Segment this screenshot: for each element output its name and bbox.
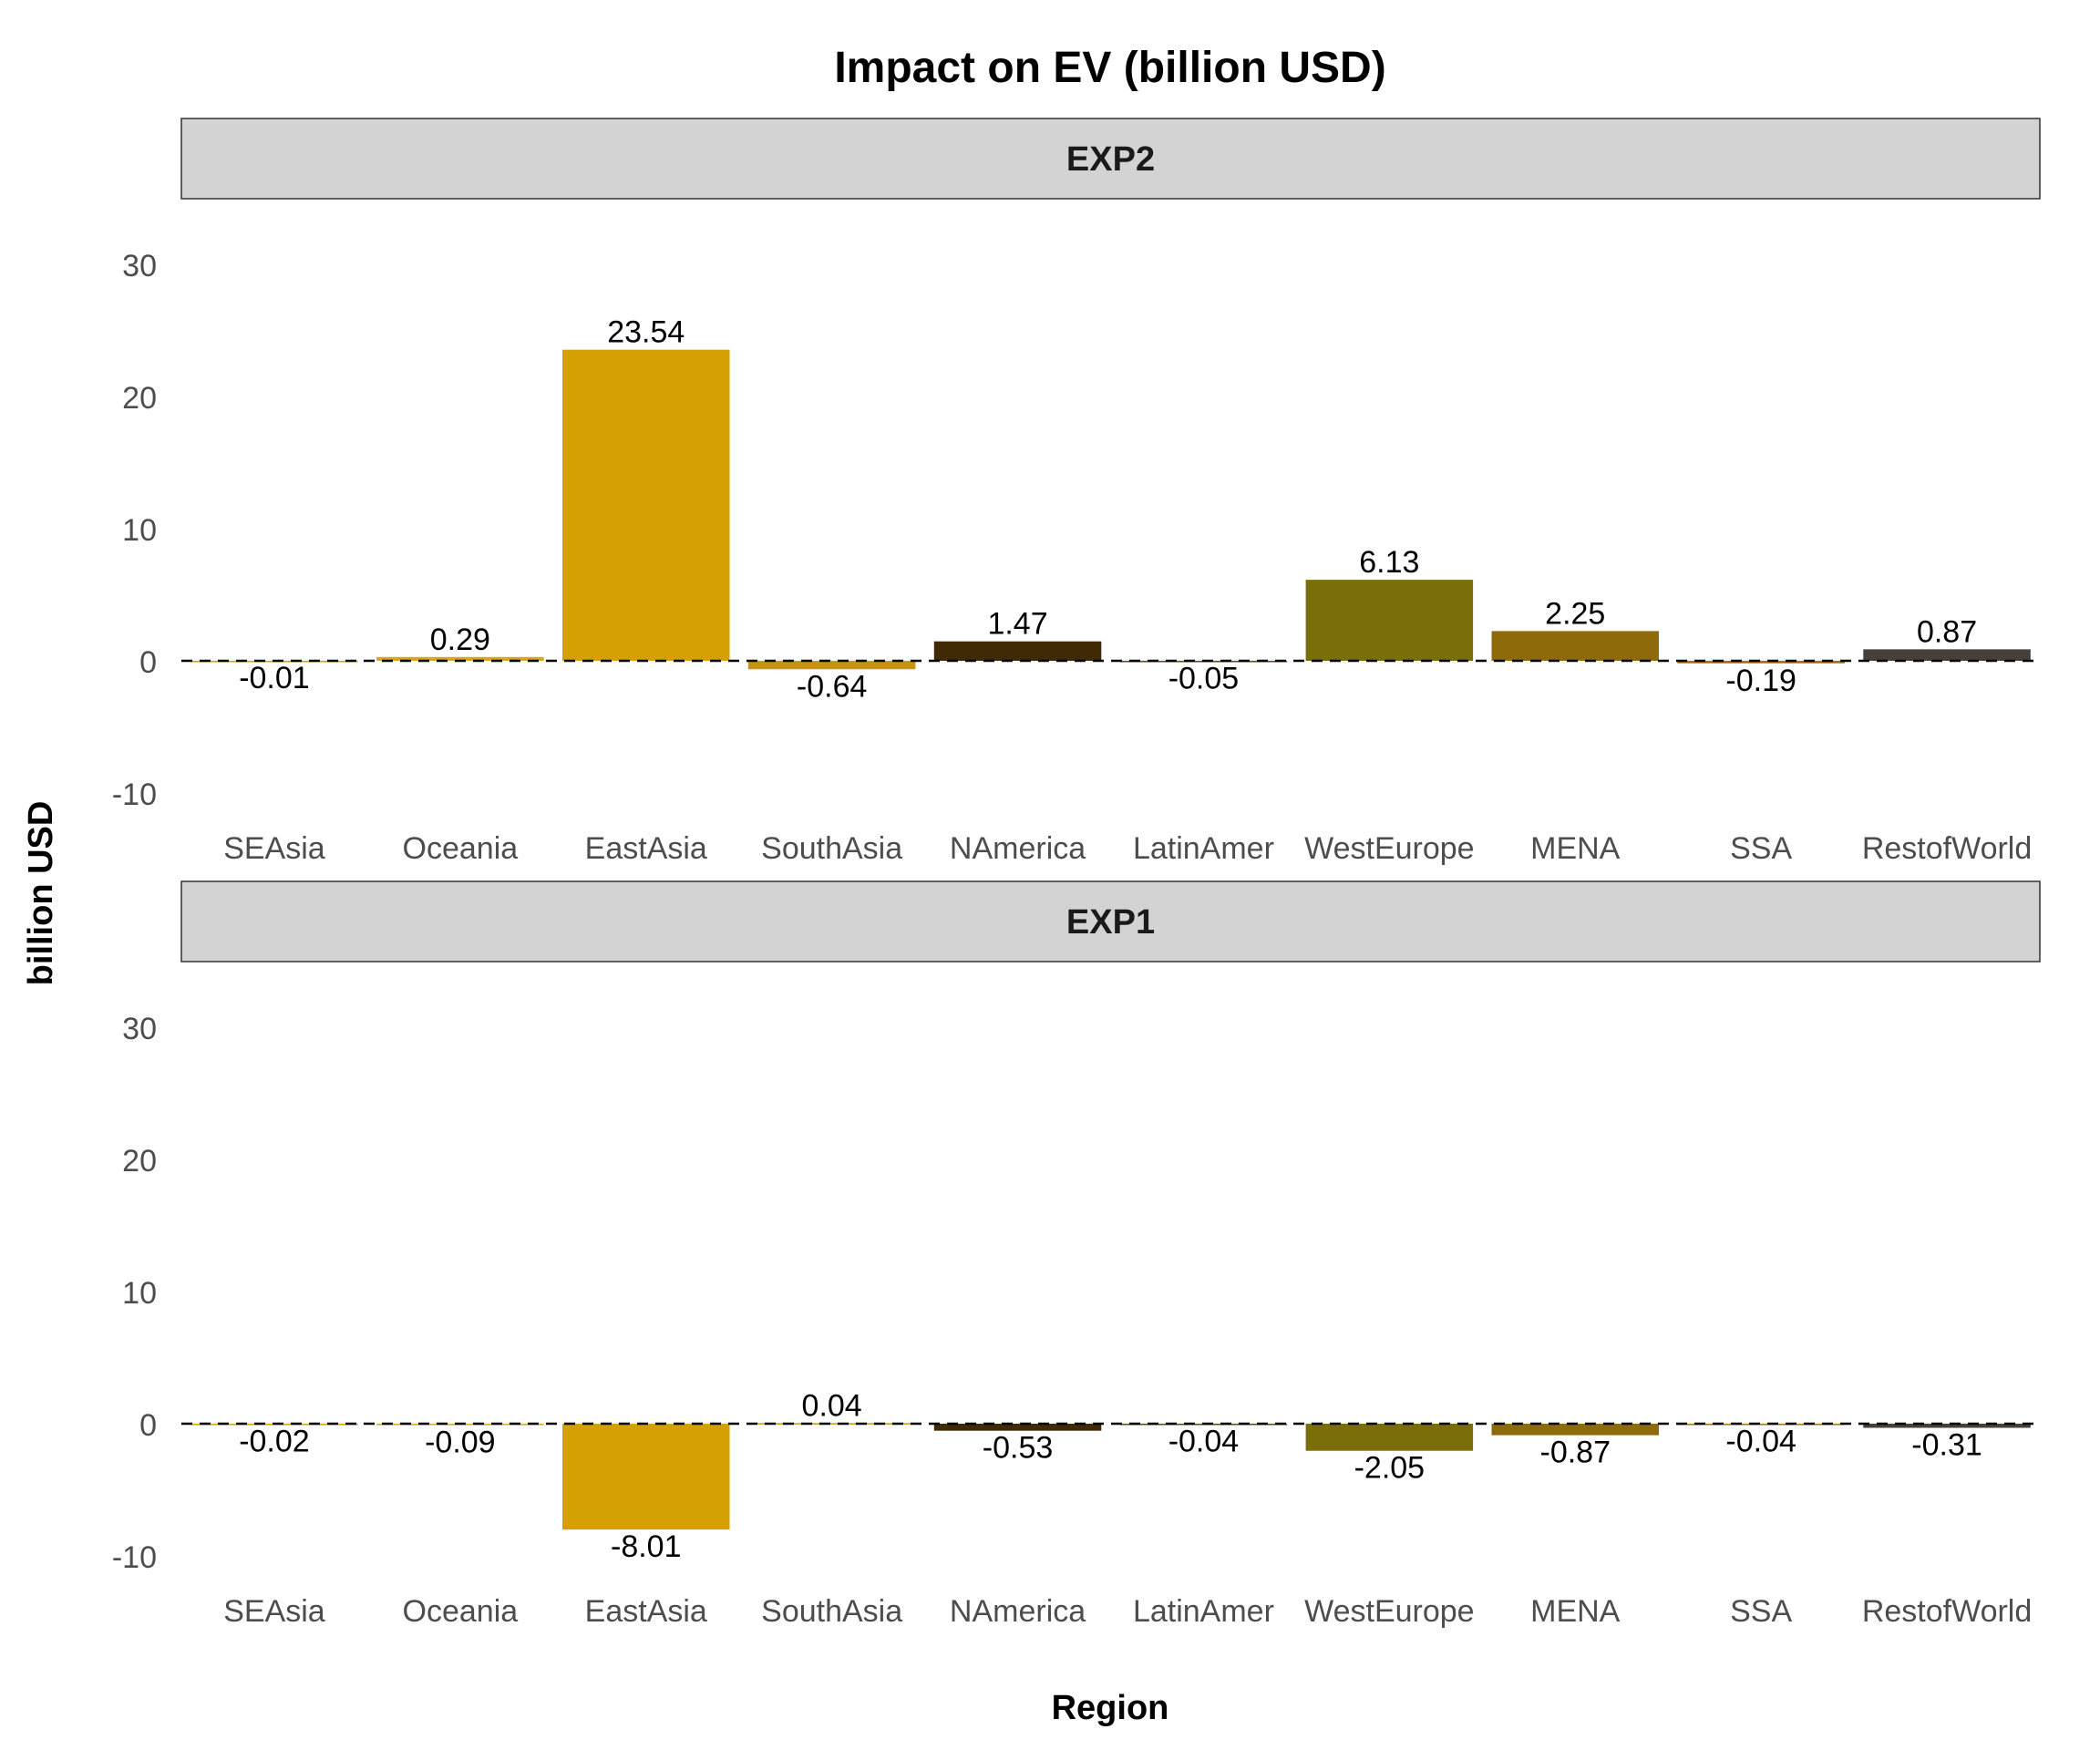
y-tick-label: 20 [122, 381, 157, 416]
facet-strip-label: EXP2 [1066, 140, 1155, 179]
y-tick-label: 10 [122, 513, 157, 548]
data-label: 1.47 [987, 607, 1047, 642]
x-tick-label: Oceania [403, 1594, 519, 1629]
bar-eastasia [561, 1424, 730, 1530]
data-label: -0.01 [239, 661, 310, 695]
data-label: 23.54 [607, 315, 685, 350]
data-label: -0.02 [239, 1424, 310, 1458]
panel-exp2: EXP2 -10 0 10 20 30 -0.01 0.29 23.54 -0.64 1.47 -0.… [112, 118, 2041, 866]
bar-southasia [747, 1423, 916, 1425]
x-tick-label: EastAsia [585, 831, 707, 866]
y-tick-label: 30 [122, 1012, 157, 1046]
data-label: -0.04 [1168, 1425, 1240, 1459]
bar-eastasia [561, 349, 730, 661]
x-axis-title: Region [1052, 1689, 1169, 1727]
x-tick-label: SouthAsia [761, 831, 902, 866]
y-tick-label: 30 [122, 249, 157, 283]
x-tick-label: SSA [1730, 831, 1792, 866]
data-label: 0.87 [1917, 614, 1977, 649]
facet-strip-label: EXP1 [1066, 903, 1155, 942]
bar-ssa [1677, 1424, 1845, 1426]
chart-title: Impact on EV (billion USD) [834, 44, 1385, 92]
y-tick-label: 0 [139, 645, 157, 680]
x-tick-label: RestofWorld [1862, 831, 2032, 866]
bar-namerica [933, 1424, 1102, 1431]
data-label: -0.31 [1911, 1427, 1982, 1462]
bar-restofworld [1863, 649, 2031, 661]
x-tick-label: LatinAmer [1133, 1594, 1274, 1629]
x-tick-label: EastAsia [585, 1594, 707, 1629]
data-label: -0.04 [1725, 1425, 1796, 1459]
data-label: -0.87 [1540, 1436, 1611, 1470]
data-label: 0.29 [430, 623, 490, 657]
bar-westeurope [1305, 1424, 1474, 1451]
data-label: -0.05 [1168, 662, 1240, 696]
data-label: -0.19 [1725, 664, 1796, 698]
bar-namerica [933, 641, 1102, 661]
y-tick-label: -10 [112, 777, 157, 812]
y-tick-label: -10 [112, 1540, 157, 1575]
bar-restofworld [1863, 1424, 2031, 1428]
y-tick-label: 20 [122, 1144, 157, 1179]
data-label: -0.64 [797, 669, 868, 704]
bar-oceania [376, 656, 544, 661]
data-label: -0.09 [425, 1425, 496, 1459]
x-tick-label: RestofWorld [1862, 1594, 2032, 1629]
x-tick-label: Oceania [403, 831, 519, 866]
facet-strip [180, 880, 2041, 962]
x-tick-label: WestEurope [1304, 831, 1474, 866]
bar-mena [1491, 1424, 1660, 1436]
x-tick-label: MENA [1530, 831, 1621, 866]
x-tick-label: NAmerica [950, 831, 1086, 866]
x-tick-label: NAmerica [950, 1594, 1086, 1629]
bar-ssa [1677, 661, 1845, 664]
y-tick-label: 10 [122, 1276, 157, 1311]
x-tick-label: MENA [1530, 1594, 1621, 1629]
y-axis-title: billion USD [22, 801, 60, 986]
data-label: 0.04 [802, 1388, 862, 1423]
data-label: -0.53 [983, 1431, 1054, 1466]
y-tick-label: 0 [139, 1408, 157, 1443]
x-tick-label: WestEurope [1304, 1594, 1474, 1629]
x-tick-label: SEAsia [223, 831, 325, 866]
bar-southasia [747, 661, 916, 670]
bar-mena [1491, 631, 1660, 661]
data-label: 6.13 [1359, 545, 1419, 580]
x-tick-label: SouthAsia [761, 1594, 902, 1629]
panels: EXP2 -10 0 10 20 30 -0.01 0.29 23.54 -0.64 1.47 -0.… [112, 118, 2041, 1629]
data-label: -8.01 [611, 1529, 682, 1564]
x-tick-label: SSA [1730, 1594, 1792, 1629]
x-tick-label: LatinAmer [1133, 831, 1274, 866]
data-label: 2.25 [1545, 596, 1605, 631]
x-tick-label: SEAsia [223, 1594, 325, 1629]
data-label: -2.05 [1354, 1451, 1426, 1486]
bar-westeurope [1305, 580, 1474, 661]
facet-strip [180, 118, 2041, 200]
panel-exp1: EXP1 -10 0 10 20 30 -0.02 -0.09 -8.01 0.04 -0.53 -0… [112, 880, 2041, 1629]
